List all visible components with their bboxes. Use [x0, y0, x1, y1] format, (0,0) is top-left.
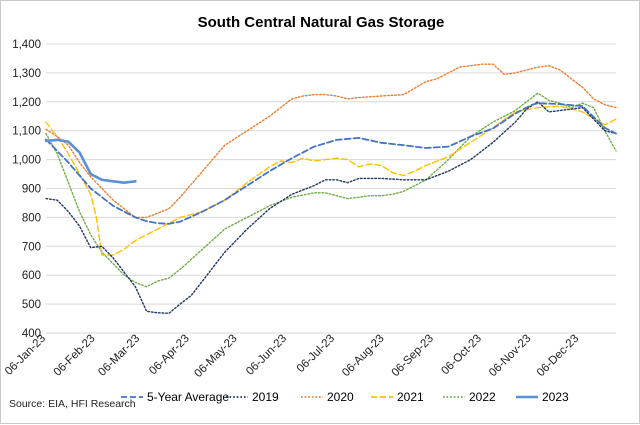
x-tick-label: 06-Jun-23 — [244, 333, 289, 378]
series-line-2020 — [45, 63, 617, 219]
y-tick-label: 1,100 — [12, 126, 41, 138]
x-tick-label: 06-Jul-23 — [295, 333, 337, 375]
legend-label: 2019 — [252, 390, 279, 404]
y-tick-label: 700 — [22, 241, 41, 253]
chart-title: South Central Natural Gas Storage — [198, 14, 445, 31]
series-line-2022 — [45, 92, 617, 288]
legend-label: 5-Year Average — [147, 390, 229, 404]
x-tick-label: 06-Apr-23 — [147, 333, 192, 378]
x-tick-label: 06-Feb-23 — [52, 333, 98, 379]
x-tick-label: 06-Sep-23 — [390, 333, 436, 379]
series-layer — [44, 63, 617, 314]
legend-label: 2020 — [327, 390, 354, 404]
y-axis-ticks: 400 500 600 700 800 900 1,000 1,100 1,200 1,300 1,… — [12, 39, 41, 340]
y-tick-label: 1,200 — [12, 97, 41, 109]
x-tick-label: 06-Nov-23 — [487, 333, 533, 379]
legend-label: 2021 — [397, 390, 424, 404]
x-tick-label: 06-Oct-23 — [439, 333, 484, 378]
legend-label: 2022 — [469, 390, 496, 404]
y-tick-label: 1,400 — [12, 39, 41, 51]
y-tick-label: 600 — [22, 270, 41, 282]
y-tick-label: 400 — [22, 328, 41, 340]
source-note: Source: EIA, HFI Research — [9, 398, 136, 410]
series-line-5-year-average — [45, 102, 617, 225]
series-line-2019 — [45, 101, 617, 314]
x-tick-label: 06-Dec-23 — [535, 333, 581, 379]
grid-layer — [46, 43, 616, 334]
legend: 5-Year Average 2019 2020 2021 2022 2023 — [121, 390, 569, 404]
y-tick-label: 1,300 — [12, 68, 41, 80]
legend-label: 2023 — [542, 390, 569, 404]
series-line-2021 — [45, 105, 617, 256]
x-tick-label: 06-Mar-23 — [96, 333, 142, 379]
y-tick-label: 500 — [22, 299, 41, 311]
x-tick-label: 06-May-23 — [192, 333, 239, 380]
x-tick-label: 06-Aug-23 — [340, 333, 386, 379]
y-tick-label: 800 — [22, 212, 41, 224]
series-line-2023 — [44, 138, 137, 184]
y-tick-label: 1,000 — [12, 155, 41, 167]
y-tick-label: 900 — [22, 184, 41, 196]
